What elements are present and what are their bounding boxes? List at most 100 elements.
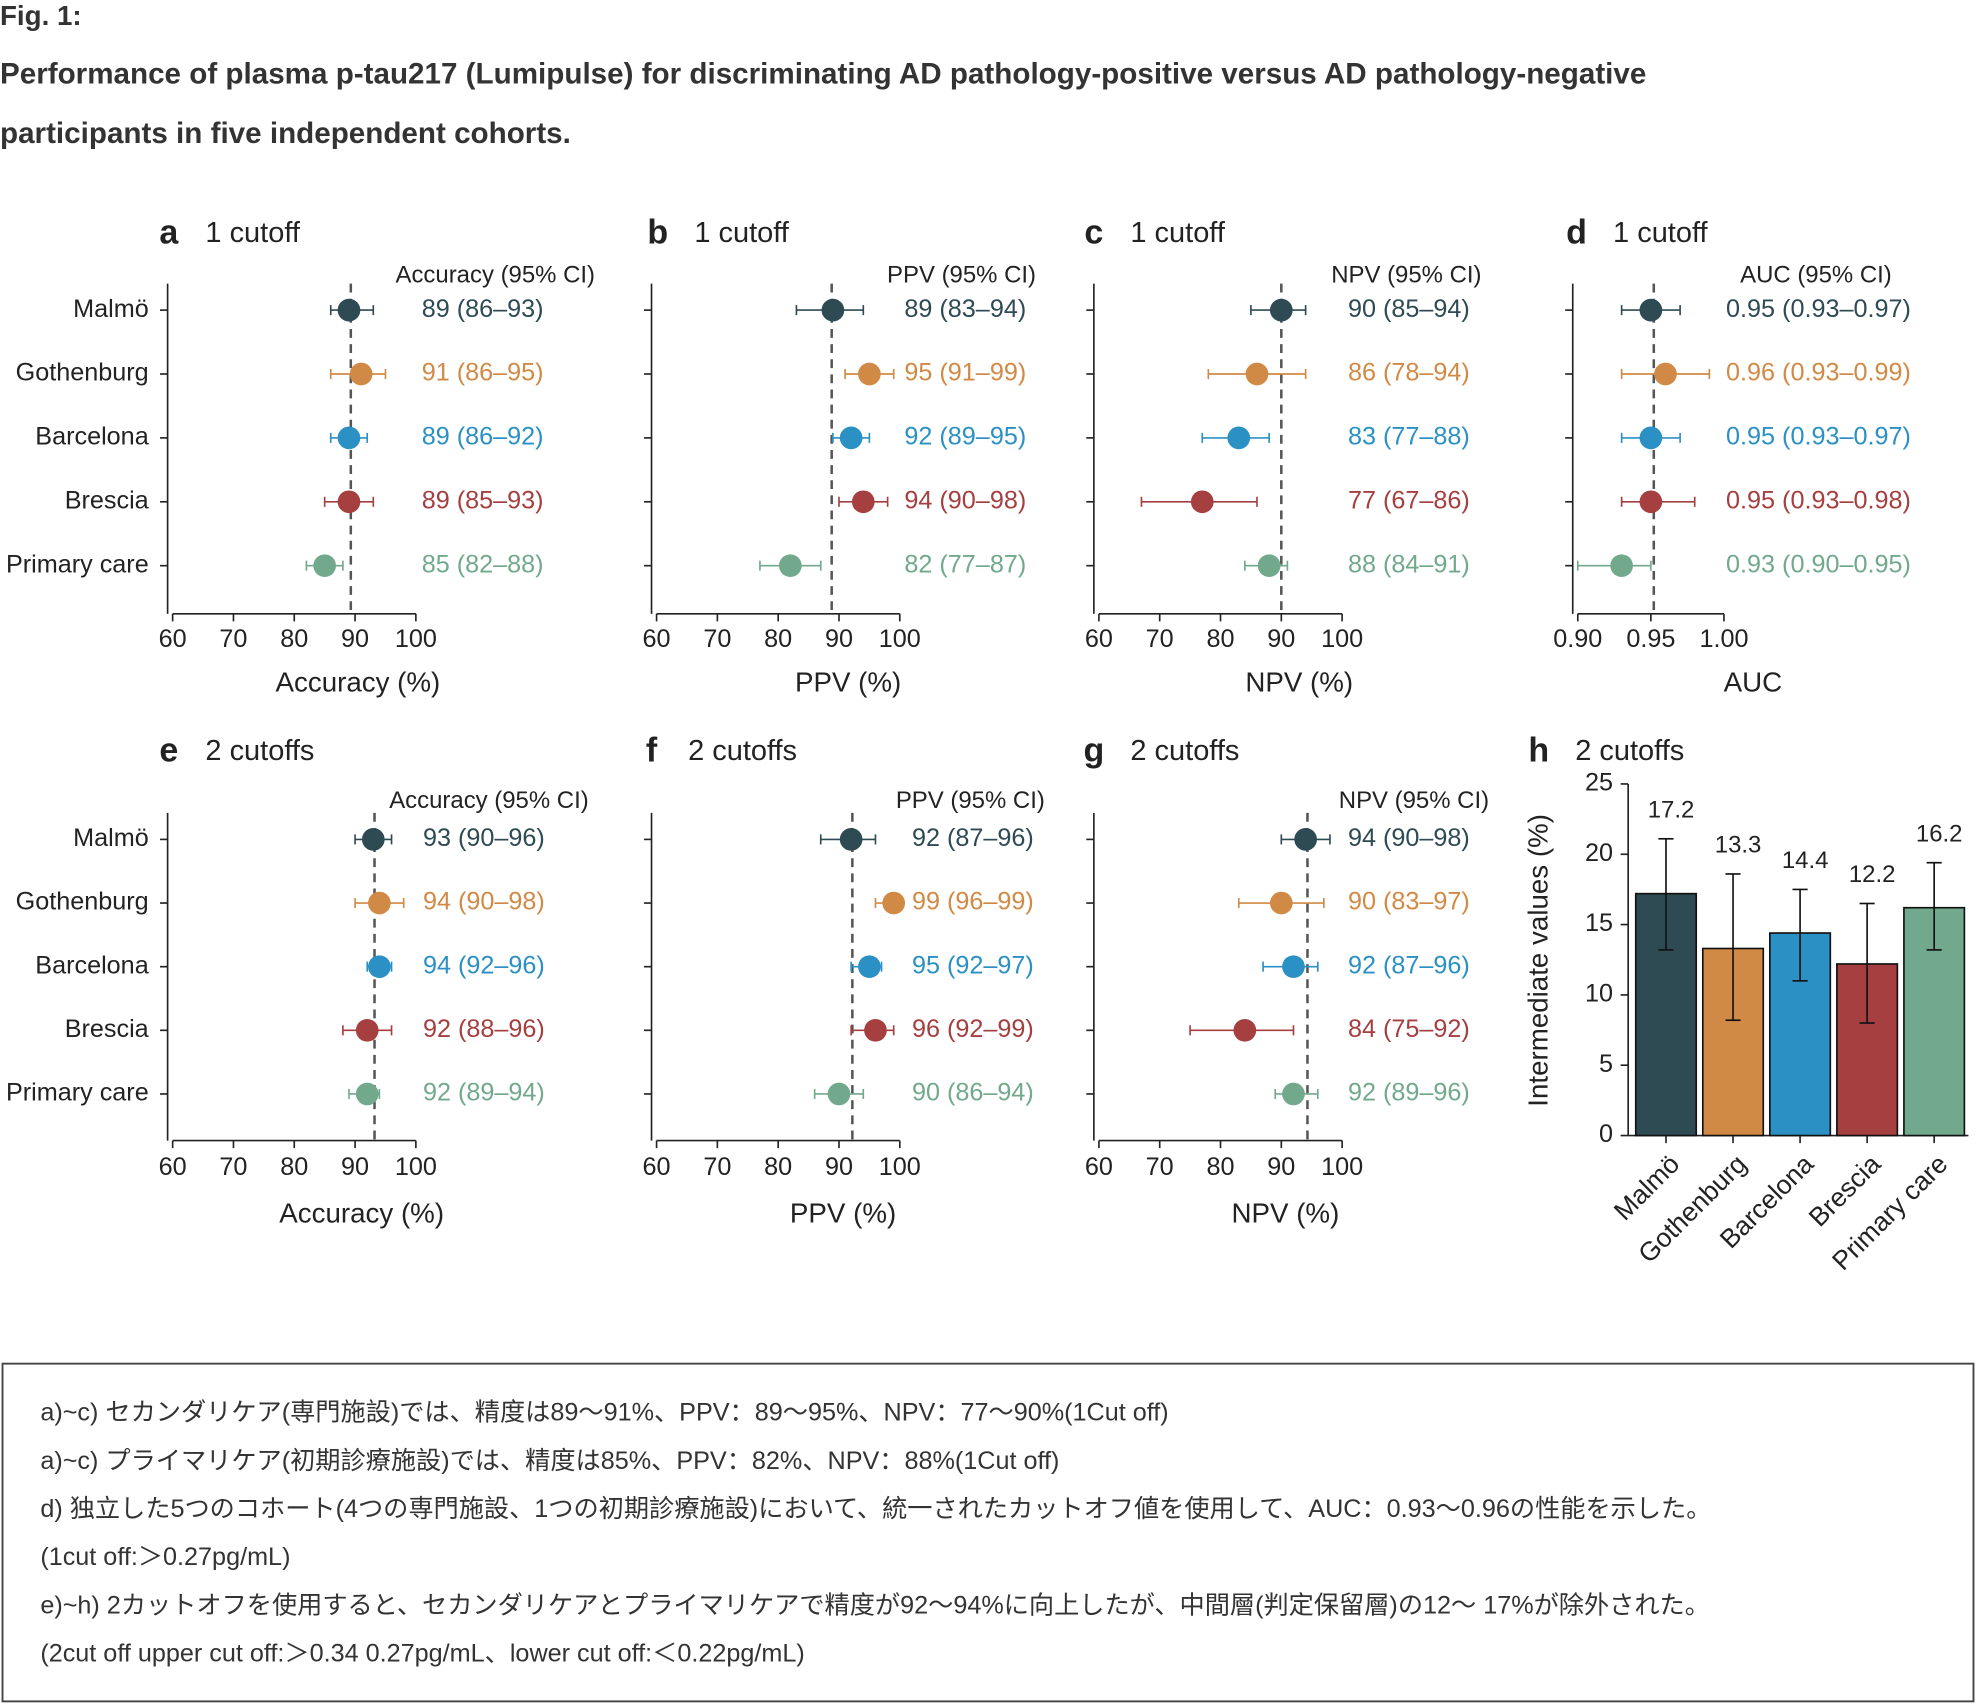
x-tick-label: 90 [825,625,853,653]
point [361,828,385,851]
panel-letter: g [1083,731,1104,769]
value-label: 89 (85–93) [422,486,544,514]
panel-title: 2 cutoffs [1575,735,1684,767]
point [1282,1082,1305,1106]
x-tick-label: 90 [825,1153,853,1181]
figure-title: participants in five independent cohorts… [0,117,571,150]
value-label: 0.95 (0.93–0.97) [1726,423,1911,451]
y-tick-label: 5 [1599,1050,1613,1078]
point [368,955,391,979]
value-label: 0.95 (0.93–0.98) [1726,486,1911,514]
x-tick-label: 60 [643,1153,671,1181]
point [355,1018,379,1042]
category-label: Brescia [65,1015,150,1043]
point [858,955,881,979]
x-tick-label: 0.95 [1626,625,1675,653]
point [1639,426,1663,450]
value-label: 96 (92–99) [912,1015,1034,1043]
x-tick-label: 90 [341,1153,369,1181]
column-header: Accuracy (95% CI) [395,261,595,288]
panel-title: 1 cutoff [1613,217,1708,249]
y-tick-label: 10 [1585,980,1613,1008]
category-label: Barcelona [35,423,149,451]
value-label: 95 (92–97) [912,951,1034,979]
notes-box [1,1362,1975,1703]
column-header: Accuracy (95% CI) [389,787,589,814]
column-header: NPV (95% CI) [1331,261,1481,288]
value-label: 95 (91–99) [904,359,1026,387]
y-tick-label: 20 [1585,839,1613,867]
x-tick-label: 60 [159,625,187,653]
panel-title: 1 cutoff [205,217,300,249]
x-tick-label: 90 [341,625,369,653]
panel-title: 1 cutoff [694,217,789,249]
value-label: 13.3 [1715,832,1762,859]
column-header: AUC (95% CI) [1740,261,1892,288]
x-tick-label: 70 [1146,1153,1174,1181]
y-axis-title: Intermediate values (%) [1522,814,1553,1107]
x-axis-title: AUC [1724,667,1783,698]
point [313,554,337,578]
column-header: PPV (95% CI) [896,787,1045,814]
x-tick-label: 100 [1321,1153,1363,1181]
x-tick-label: 70 [219,625,247,653]
point [1654,362,1677,386]
y-tick-label: 0 [1599,1120,1613,1148]
x-tick-label: 60 [643,625,671,653]
note-line: (1cut off:＞0.27pg/mL) [40,1543,290,1571]
value-label: 0.95 (0.93–0.97) [1726,295,1911,323]
point [851,490,875,514]
x-tick-label: 60 [1085,625,1113,653]
x-tick-label: 70 [703,1153,731,1181]
value-label: 89 (83–94) [904,295,1026,323]
value-label: 93 (90–96) [423,824,545,852]
x-axis-title: PPV (%) [790,1197,896,1228]
value-label: 85 (82–88) [422,550,544,578]
panel-letter: b [647,213,668,251]
figure-label: Fig. 1: [0,0,82,31]
value-label: 77 (67–86) [1348,486,1470,514]
point [1269,891,1293,915]
x-tick-label: 70 [219,1153,247,1181]
x-axis-title: NPV (%) [1245,667,1353,698]
panel-title: 2 cutoffs [205,735,314,767]
x-tick-label: 80 [1206,1153,1234,1181]
value-label: 92 (89–96) [1348,1079,1470,1107]
x-axis-title: Accuracy (%) [275,667,440,698]
x-tick-label: 1.00 [1699,625,1748,653]
category-label: Brescia [65,486,150,514]
point [821,298,845,322]
column-header: PPV (95% CI) [887,261,1036,288]
x-tick-label: 100 [1321,625,1363,653]
x-tick-label: 80 [764,1153,792,1181]
value-label: 90 (85–94) [1348,295,1470,323]
x-tick-label: 100 [879,1153,921,1181]
category-label: Malmö [73,824,149,852]
value-label: 14.4 [1782,847,1829,874]
value-label: 94 (92–96) [423,951,545,979]
point [827,1082,851,1106]
x-tick-label: 90 [1267,625,1295,653]
point [1233,1018,1257,1042]
panel-letter: h [1528,731,1549,769]
point [1269,298,1293,322]
x-tick-label: 80 [280,625,308,653]
point [355,1082,379,1106]
note-line: d) 独立した5つのコホート(4つの専門施設、1つの初期診療施設)において、統一… [40,1495,1711,1523]
point [337,298,361,322]
value-label: 92 (87–96) [1348,951,1470,979]
value-label: 94 (90–98) [904,486,1026,514]
category-label: Gothenburg [16,359,149,387]
x-tick-label: 60 [1085,1153,1113,1181]
value-label: 90 (86–94) [912,1079,1034,1107]
x-tick-label: 100 [879,625,921,653]
value-label: 88 (84–91) [1348,550,1470,578]
x-tick-label: 100 [395,625,437,653]
value-label: 99 (96–99) [912,888,1034,916]
x-tick-label: 70 [1146,625,1174,653]
x-axis-title: NPV (%) [1232,1197,1340,1228]
value-label: 89 (86–93) [422,295,544,323]
x-tick-label: 80 [1206,625,1234,653]
